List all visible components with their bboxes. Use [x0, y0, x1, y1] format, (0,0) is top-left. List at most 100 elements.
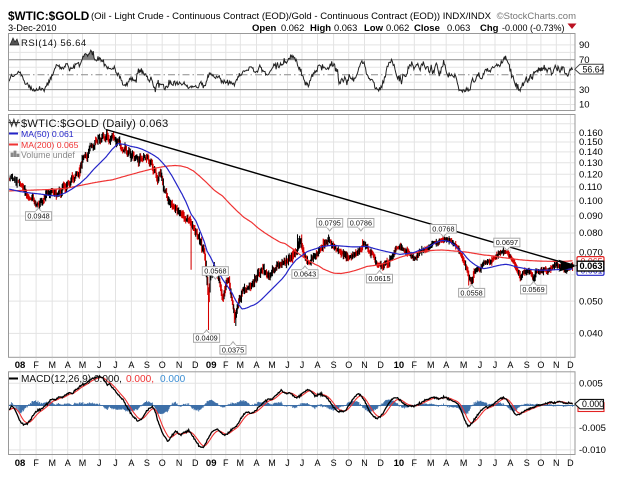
svg-text:90: 90 [579, 40, 590, 51]
svg-text:0.062: 0.062 [281, 23, 304, 33]
svg-text:0.0375: 0.0375 [222, 345, 244, 354]
svg-text:A: A [128, 360, 134, 370]
svg-text:J: J [285, 458, 290, 468]
svg-text:0.120: 0.120 [579, 169, 603, 180]
svg-text:F: F [223, 458, 229, 468]
svg-text:Close: Close [414, 23, 440, 34]
svg-text:©StockCharts.com: ©StockCharts.com [497, 11, 576, 22]
svg-text:M: M [268, 360, 276, 370]
svg-text:08: 08 [15, 458, 26, 469]
svg-text:A: A [507, 458, 513, 468]
svg-text:N: N [361, 360, 368, 370]
svg-text:0.063: 0.063 [580, 261, 603, 271]
svg-text:High: High [310, 23, 331, 34]
svg-text:0.000: 0.000 [160, 374, 186, 385]
svg-text:0.0948: 0.0948 [27, 212, 49, 221]
svg-text:N: N [553, 360, 560, 370]
svg-text:O: O [345, 458, 352, 468]
svg-text:10: 10 [394, 360, 405, 371]
svg-text:30: 30 [579, 85, 590, 96]
svg-text:D: D [192, 458, 199, 468]
svg-text:S: S [524, 458, 530, 468]
svg-text:M: M [427, 360, 435, 370]
svg-text:S: S [144, 458, 150, 468]
svg-text:O: O [159, 458, 166, 468]
svg-text:0.050: 0.050 [579, 296, 603, 307]
svg-text:MA(200) 0.065: MA(200) 0.065 [21, 140, 79, 150]
svg-text:0.040: 0.040 [579, 329, 603, 340]
svg-text:56.64: 56.64 [583, 64, 605, 74]
svg-text:F: F [223, 360, 229, 370]
svg-text:-0.005: -0.005 [579, 423, 606, 434]
svg-text:-0.000 (-0.73%): -0.000 (-0.73%) [502, 23, 565, 33]
svg-text:0.0615: 0.0615 [368, 274, 390, 283]
svg-text:RSI(14) 56.64: RSI(14) 56.64 [21, 38, 87, 49]
svg-text:A: A [314, 360, 320, 370]
svg-text:A: A [65, 360, 71, 370]
svg-text:0.063: 0.063 [447, 23, 470, 33]
svg-text:J: J [493, 458, 498, 468]
svg-text:S: S [524, 360, 530, 370]
svg-text:0.100: 0.100 [579, 196, 603, 207]
svg-text:O: O [537, 360, 544, 370]
svg-text:M: M [460, 458, 468, 468]
svg-text:N: N [361, 458, 368, 468]
svg-text:D: D [377, 458, 384, 468]
svg-text:Volume undef: Volume undef [21, 150, 75, 160]
svg-text:J: J [300, 360, 305, 370]
svg-text:S: S [331, 360, 337, 370]
svg-text:0.063: 0.063 [334, 23, 357, 33]
svg-text:0.110: 0.110 [579, 182, 602, 193]
svg-text:3-Dec-2010: 3-Dec-2010 [8, 23, 57, 33]
svg-text:D: D [567, 360, 574, 370]
svg-text:0.090: 0.090 [579, 211, 603, 222]
svg-text:08: 08 [15, 360, 26, 371]
svg-text:A: A [443, 360, 449, 370]
svg-text:0.160: 0.160 [579, 128, 603, 139]
svg-text:0.0409: 0.0409 [195, 334, 217, 343]
svg-text:A: A [253, 458, 259, 468]
svg-text:A: A [128, 458, 134, 468]
svg-text:A: A [507, 360, 513, 370]
svg-text:M: M [460, 360, 468, 370]
svg-text:(Oil - Light Crude - Continuou: (Oil - Light Crude - Continuous Contract… [91, 11, 492, 22]
svg-text:N: N [176, 360, 183, 370]
svg-text:0.062: 0.062 [386, 23, 409, 33]
svg-text:M: M [79, 458, 87, 468]
svg-text:M: M [48, 458, 56, 468]
svg-text:0.140: 0.140 [579, 147, 603, 158]
svg-text:M: M [427, 458, 435, 468]
svg-text:D: D [192, 360, 199, 370]
svg-text:10: 10 [579, 100, 590, 111]
svg-text:M: M [79, 360, 87, 370]
svg-text:J: J [493, 360, 498, 370]
svg-text:J: J [113, 360, 118, 370]
svg-text:M: M [237, 458, 245, 468]
svg-text:O: O [537, 458, 544, 468]
svg-text:0.0795: 0.0795 [319, 218, 341, 227]
svg-text:F: F [33, 458, 39, 468]
svg-text:70: 70 [579, 55, 590, 66]
svg-text:J: J [285, 360, 290, 370]
svg-text:J: J [113, 458, 118, 468]
svg-text:F: F [33, 360, 39, 370]
svg-text:O: O [345, 360, 352, 370]
svg-text:0.0697: 0.0697 [496, 238, 518, 247]
svg-text:J: J [478, 458, 483, 468]
svg-text:0.000,: 0.000, [126, 374, 154, 385]
svg-text:0.0786: 0.0786 [350, 218, 372, 227]
svg-text:A: A [253, 360, 259, 370]
svg-text:0.070: 0.070 [579, 248, 603, 259]
svg-text:0.080: 0.080 [579, 228, 603, 239]
svg-text:0.005: 0.005 [579, 379, 603, 390]
svg-text:09: 09 [206, 360, 217, 371]
svg-text:A: A [65, 458, 71, 468]
svg-text:$WTIC:$GOLD (Daily) 0.063: $WTIC:$GOLD (Daily) 0.063 [21, 118, 168, 130]
svg-text:0.0768: 0.0768 [432, 224, 454, 233]
svg-text:0.0569: 0.0569 [522, 285, 544, 294]
svg-text:$WTIC:$GOLD: $WTIC:$GOLD [8, 9, 90, 23]
svg-text:N: N [553, 458, 560, 468]
svg-text:M: M [237, 360, 245, 370]
svg-text:J: J [300, 458, 305, 468]
svg-text:0.130: 0.130 [579, 158, 603, 169]
